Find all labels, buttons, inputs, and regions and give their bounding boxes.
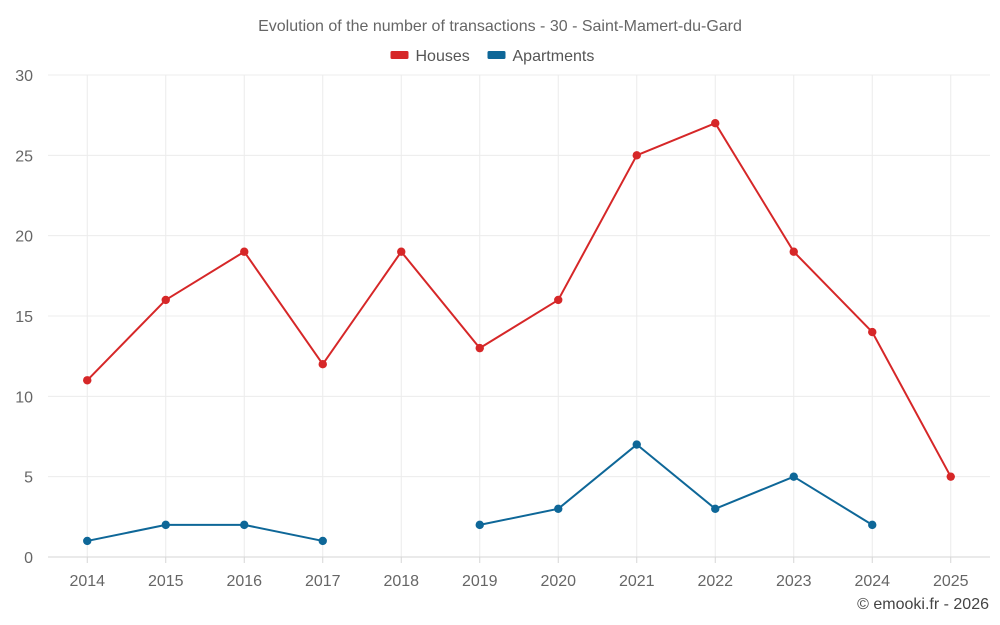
- legend-label: Houses: [416, 48, 470, 65]
- legend-swatch: [487, 51, 506, 59]
- x-tick-label: 2017: [305, 573, 341, 590]
- y-tick-label: 20: [15, 229, 33, 246]
- data-point[interactable]: [554, 504, 563, 513]
- x-tick-label: 2016: [226, 573, 262, 590]
- data-point[interactable]: [83, 376, 92, 385]
- data-point[interactable]: [475, 343, 484, 353]
- x-tick-label: 2015: [148, 573, 184, 590]
- x-tick-label: 2021: [619, 573, 655, 590]
- data-point[interactable]: [318, 360, 327, 369]
- x-tick-label: 2018: [383, 573, 419, 590]
- data-point[interactable]: [868, 520, 877, 530]
- series-houses: [83, 119, 955, 481]
- data-point[interactable]: [397, 247, 406, 256]
- plot-area: [83, 119, 955, 546]
- x-tick-label: 2024: [854, 573, 890, 590]
- x-tick-label: 2025: [933, 573, 969, 590]
- y-tick-label: 0: [24, 550, 33, 567]
- data-point[interactable]: [789, 472, 798, 481]
- data-point[interactable]: [868, 327, 877, 337]
- credit-text: © emooki.fr - 2026: [857, 596, 989, 613]
- x-axis: 2014 2015 2016 2017 2018 2019 2020 2021 2022 2023…: [48, 556, 990, 590]
- data-point[interactable]: [789, 247, 798, 256]
- data-point[interactable]: [240, 520, 249, 530]
- y-tick-label: 25: [15, 148, 33, 165]
- data-point[interactable]: [632, 440, 641, 449]
- data-point[interactable]: [946, 472, 955, 481]
- data-point[interactable]: [318, 536, 327, 546]
- series-apartments: [83, 440, 877, 546]
- data-point[interactable]: [161, 295, 170, 305]
- grid: [48, 74, 990, 558]
- x-tick-label: 2014: [69, 573, 105, 590]
- series-line: [479, 443, 873, 526]
- x-tick-label: 2019: [462, 573, 498, 590]
- y-tick-label: 30: [15, 68, 33, 85]
- y-tick-label: 15: [15, 309, 33, 326]
- legend-item-houses[interactable]: Houses: [390, 48, 470, 65]
- data-point[interactable]: [632, 151, 641, 160]
- legend-label: Apartments: [513, 48, 595, 65]
- data-point[interactable]: [83, 536, 92, 546]
- x-tick-label: 2022: [697, 573, 733, 590]
- data-point[interactable]: [711, 119, 720, 128]
- series-line: [87, 523, 323, 542]
- data-point[interactable]: [711, 504, 720, 513]
- data-point[interactable]: [240, 247, 249, 256]
- data-point[interactable]: [475, 520, 484, 530]
- legend-swatch: [390, 51, 409, 59]
- y-axis: 0 5 10 15 20 25 30: [15, 68, 33, 567]
- y-tick-label: 10: [15, 389, 33, 406]
- x-tick-label: 2020: [540, 573, 576, 590]
- data-point[interactable]: [554, 295, 563, 305]
- legend-item-apartments[interactable]: Apartments: [487, 48, 595, 65]
- x-tick-label: 2023: [776, 573, 812, 590]
- data-point[interactable]: [161, 520, 170, 530]
- legend[interactable]: Houses Apartments: [390, 48, 595, 65]
- chart-title: Evolution of the number of transactions …: [258, 18, 742, 35]
- y-tick-label: 5: [24, 470, 33, 487]
- series-line: [86, 122, 952, 478]
